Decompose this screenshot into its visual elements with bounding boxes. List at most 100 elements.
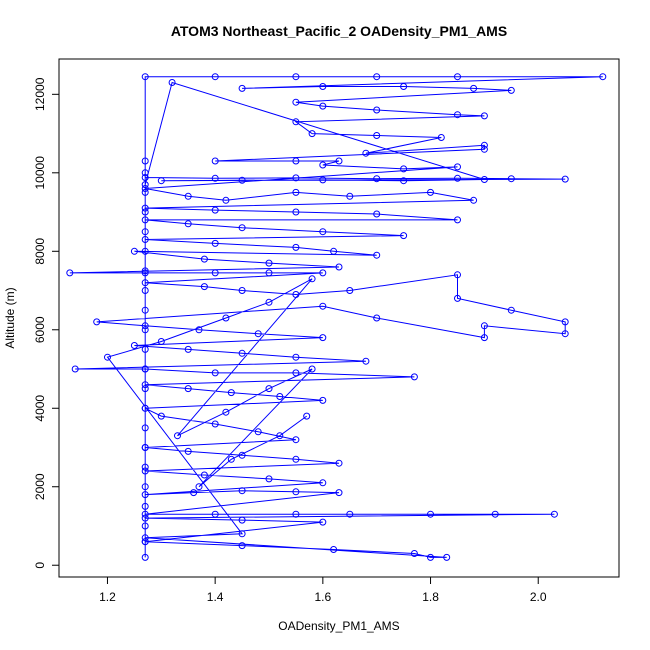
data-point [443, 553, 451, 561]
data-point [265, 269, 273, 277]
y-tick-label: 2000 [33, 473, 47, 500]
data-point [454, 294, 461, 302]
data-point [141, 236, 149, 243]
data-point [222, 408, 230, 416]
data-point [308, 130, 316, 138]
data-point [410, 550, 418, 557]
chart-title: ATOM3 Northeast_Pacific_2 OADensity_PM1_… [171, 23, 507, 39]
data-point [303, 412, 311, 420]
data-point [227, 389, 235, 397]
y-tick-label: 12000 [33, 77, 47, 111]
data-point [141, 345, 149, 353]
data-point [238, 451, 246, 459]
data-point [292, 353, 300, 361]
data-point [335, 157, 343, 165]
x-axis: 1.2 1.4 1.6 1.8 2.0 [99, 576, 547, 604]
data-point [362, 357, 370, 365]
data-point [141, 510, 149, 518]
data-point [141, 204, 149, 212]
data-point [292, 455, 300, 463]
data-point [184, 447, 192, 455]
data-point [507, 175, 515, 183]
data-point [319, 228, 327, 236]
data-point [195, 326, 203, 334]
data-point [265, 259, 273, 267]
y-tick-label: 8000 [33, 238, 47, 265]
y-axis: 0 2000 4000 6000 8000 10000 12000 [33, 77, 60, 569]
data-point [211, 510, 219, 518]
data-point [141, 522, 149, 530]
data-point [561, 318, 569, 326]
y-axis-label: Altitude (m) [3, 287, 17, 348]
data-point [141, 322, 149, 330]
data-point [507, 306, 515, 314]
data-point [238, 176, 246, 184]
data-point [373, 314, 381, 322]
data-point [141, 326, 149, 334]
data-point [319, 269, 327, 277]
data-point [141, 279, 149, 287]
data-point [211, 369, 219, 377]
data-point [308, 275, 316, 283]
data-point [141, 424, 149, 432]
data-point [141, 385, 149, 393]
data-point [211, 174, 219, 182]
data-point [400, 177, 408, 185]
data-point [141, 404, 149, 412]
data-point [427, 510, 434, 518]
data-point [292, 291, 300, 298]
data-point [335, 459, 343, 467]
data-point [292, 174, 300, 182]
data-point [400, 165, 408, 173]
data-point [330, 546, 338, 553]
data-point [141, 306, 149, 314]
data-point [470, 84, 478, 92]
data-point [141, 463, 149, 471]
data-point [238, 84, 246, 92]
data-point [174, 432, 181, 440]
data-point [330, 247, 338, 255]
data-point [195, 483, 203, 491]
x-tick-label: 1.2 [99, 590, 116, 604]
data-point [319, 161, 327, 169]
data-point [130, 247, 138, 255]
data-point [66, 269, 74, 277]
data-point [335, 263, 343, 271]
data-point [184, 385, 192, 393]
data-point [211, 420, 219, 428]
data-point [292, 73, 300, 81]
data-point [104, 353, 111, 361]
data-point [238, 530, 246, 538]
series-line [69, 76, 603, 558]
data-point [292, 98, 300, 106]
data-point [211, 157, 219, 165]
y-tick-label: 0 [33, 562, 47, 569]
data-point [141, 444, 149, 451]
data-point [184, 192, 192, 200]
data-point [227, 455, 235, 463]
data-point [141, 467, 149, 475]
data-point [427, 553, 434, 561]
data-point [427, 188, 434, 196]
data-point [141, 534, 149, 542]
data-point [454, 163, 461, 171]
data-point [141, 188, 149, 196]
data-point [222, 314, 230, 322]
data-point [141, 174, 149, 181]
data-point [308, 365, 316, 373]
data-point [141, 538, 149, 546]
x-tick-label: 1.6 [315, 590, 332, 604]
data-point [141, 73, 149, 81]
data-point [184, 220, 192, 228]
data-point [141, 247, 149, 255]
data-point [265, 475, 273, 483]
data-point [410, 373, 418, 381]
data-point [200, 471, 208, 479]
data-point [480, 334, 488, 342]
data-point [480, 145, 488, 153]
data-point [373, 73, 381, 81]
data-point [211, 269, 219, 277]
data-point [292, 369, 300, 377]
data-point [400, 83, 408, 90]
